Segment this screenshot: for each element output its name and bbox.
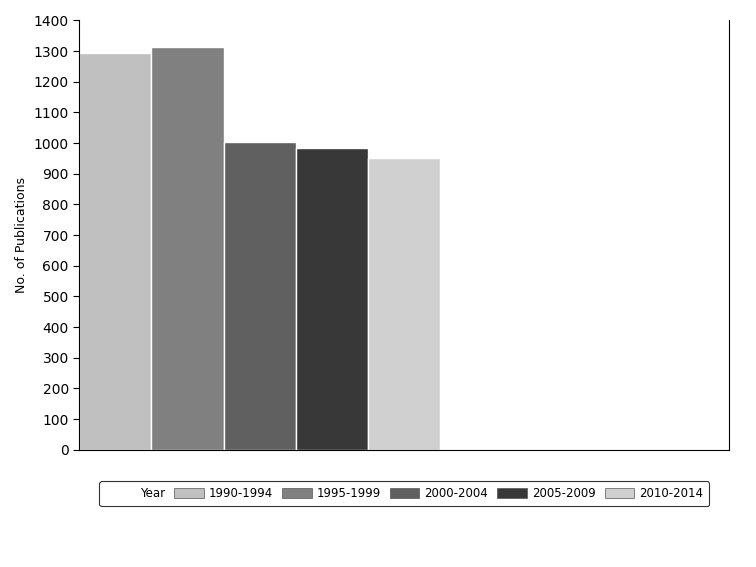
Legend: Year, 1990-1994, 1995-1999, 2000-2004, 2005-2009, 2010-2014: Year, 1990-1994, 1995-1999, 2000-2004, 2… (99, 481, 709, 506)
Y-axis label: No. of Publications: No. of Publications (15, 177, 28, 293)
Bar (224, 142, 296, 450)
Bar (296, 148, 368, 450)
Bar (151, 46, 224, 450)
Bar (79, 53, 151, 450)
Bar (368, 158, 440, 450)
